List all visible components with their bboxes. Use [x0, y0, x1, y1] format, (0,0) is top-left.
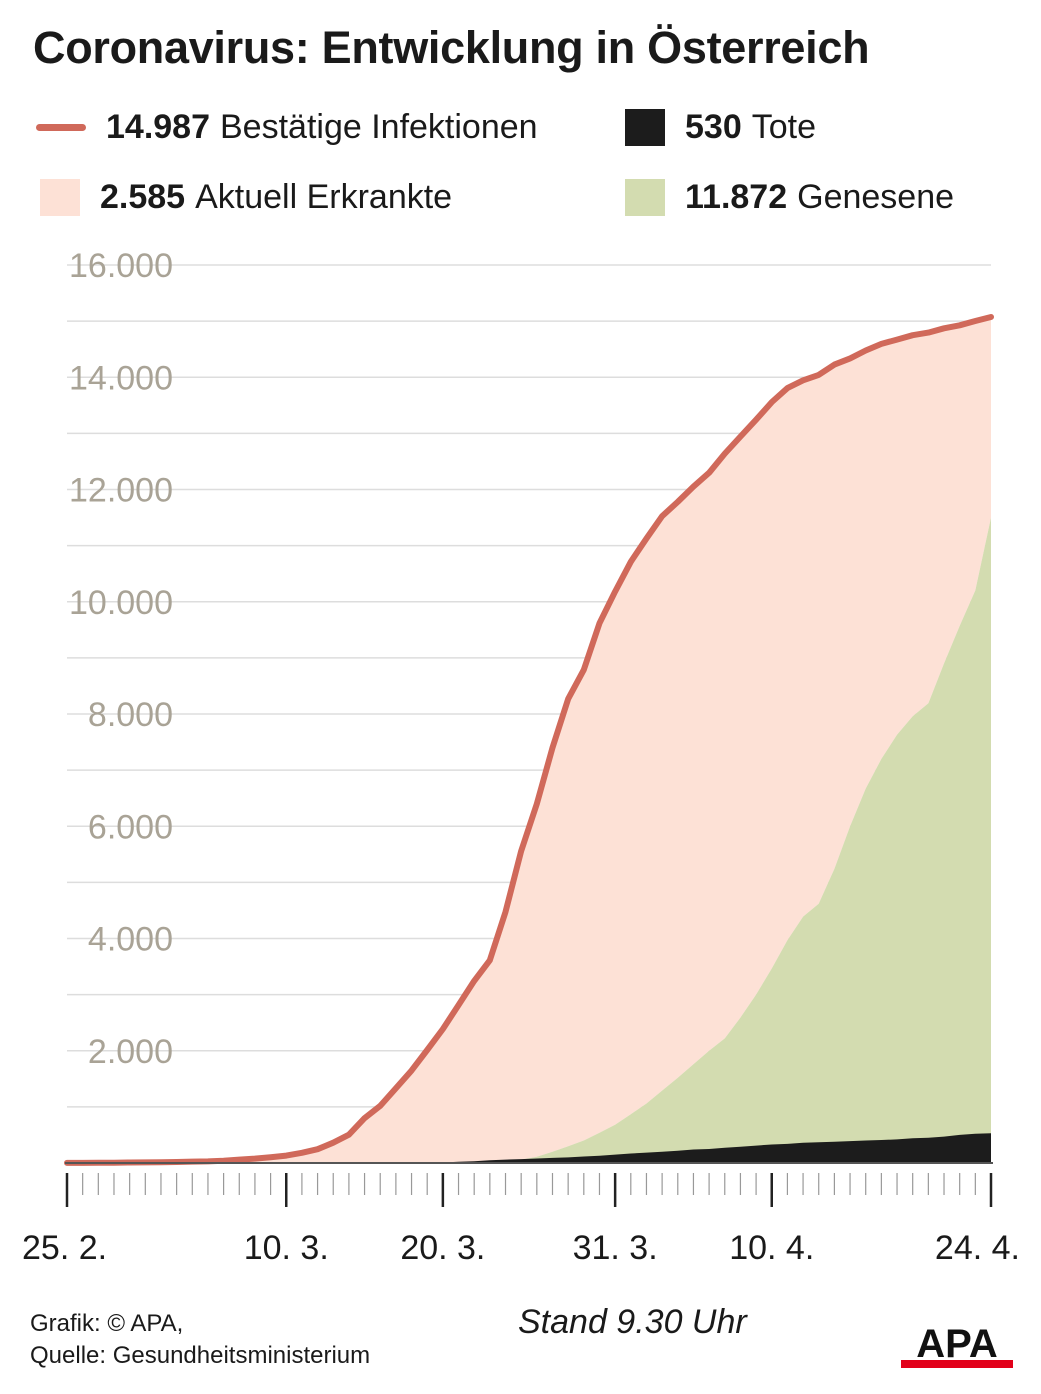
area-deaths: [67, 1133, 991, 1163]
chart-title: Coronavirus: Entwicklung in Österreich: [33, 22, 870, 73]
stand-timestamp: Stand 9.30 Uhr: [518, 1303, 747, 1341]
x-tick-label: 10. 3.: [244, 1229, 329, 1267]
credit-quelle: Quelle: Gesundheitsministerium: [30, 1342, 371, 1369]
legend-swatch-recovered: [625, 179, 665, 216]
y-tick-label: 8.000: [88, 696, 173, 734]
y-tick-label: 16.000: [69, 247, 173, 285]
chart-plot: 2.000 4.000 6.000 8.000 10.000 12.000 14.000 16…: [22, 247, 1020, 1267]
y-tick-label: 4.000: [88, 921, 173, 959]
label-layer: 2.000 4.000 6.000 8.000 10.000 12.000 14.000 16…: [22, 247, 1020, 1267]
y-tick-label: 6.000: [88, 808, 173, 846]
legend-number-deaths: 530: [685, 108, 742, 146]
line-infections: [64, 314, 994, 1166]
legend-item-infections: 14.987 Bestätige Infektionen: [36, 108, 538, 147]
legend-label-active: Aktuell Erkrankte: [195, 178, 453, 216]
x-tick-label: 24. 4.: [935, 1229, 1020, 1267]
legend-item-recovered: 11.872 Genesene: [625, 178, 954, 217]
legend-label-infections: Bestätige Infektionen: [220, 108, 538, 146]
legend-swatch-infections: [36, 124, 86, 131]
legend-label-recovered: Genesene: [797, 178, 955, 216]
legend-number-recovered: 11.872: [685, 178, 788, 216]
y-tick-label: 12.000: [69, 472, 173, 510]
apa-logo-text: APA: [916, 1324, 997, 1366]
area-layer: [64, 314, 994, 1166]
legend-swatch-deaths: [625, 109, 665, 146]
y-tick-label: 14.000: [69, 359, 173, 397]
x-tick-label: 10. 4.: [729, 1229, 814, 1267]
x-tick-label: 31. 3.: [573, 1229, 658, 1267]
apa-logo-bar: [901, 1360, 1013, 1368]
legend-number-infections: 14.987: [106, 108, 210, 146]
legend-label-deaths: Tote: [751, 108, 816, 146]
legend-item-deaths: 530 Tote: [625, 108, 816, 147]
apa-logo: APA: [901, 1324, 1013, 1368]
x-tick-label: 20. 3.: [400, 1229, 485, 1267]
legend-swatch-active: [40, 179, 80, 216]
legend-number-active: 2.585: [100, 178, 186, 216]
legend-item-active: 2.585 Aktuell Erkrankte: [40, 178, 452, 217]
area-recovered: [67, 517, 991, 1163]
y-tick-label: 2.000: [88, 1033, 173, 1071]
credit-grafik: Grafik: © APA,: [30, 1310, 184, 1337]
y-tick-label: 10.000: [69, 584, 173, 622]
area-active: [67, 317, 991, 1163]
axis-layer: [65, 1162, 993, 1207]
x-tick-label: 25. 2.: [22, 1229, 107, 1267]
credit-block: Grafik: © APA, Quelle: Gesundheitsminist…: [30, 1308, 370, 1372]
